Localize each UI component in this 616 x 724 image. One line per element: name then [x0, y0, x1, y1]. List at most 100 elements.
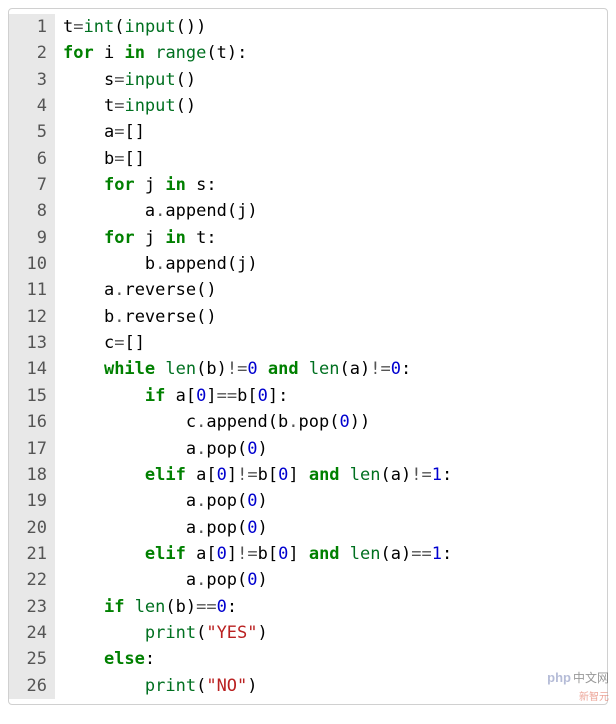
code-content: while len(b)!=0 and len(a)!=0: — [55, 356, 411, 382]
line-number: 6 — [9, 146, 55, 172]
token-paren: [ — [124, 149, 134, 169]
token-paren: ( — [329, 412, 339, 432]
token-name: a — [186, 570, 196, 590]
token-op: != — [227, 359, 247, 379]
token-op: . — [196, 412, 206, 432]
token-paren: ) — [247, 676, 257, 696]
line-number: 11 — [9, 277, 55, 303]
code-line: 5 a=[] — [9, 119, 607, 145]
line-number: 5 — [9, 119, 55, 145]
code-editor: 1t=int(input())2for i in range(t):3 s=in… — [8, 8, 608, 705]
token-paren: ( — [176, 70, 186, 90]
token-name: b — [278, 412, 288, 432]
code-line: 1t=int(input()) — [9, 14, 607, 40]
token-punct: : — [442, 544, 452, 564]
token-kw: elif — [145, 544, 186, 564]
token-paren: ( — [227, 201, 237, 221]
code-line: 17 a.pop(0) — [9, 436, 607, 462]
token-str: "NO" — [206, 676, 247, 696]
token-name: append — [206, 412, 267, 432]
token-op: = — [114, 149, 124, 169]
token-name: b — [258, 465, 268, 485]
line-number: 13 — [9, 330, 55, 356]
token-paren: ) — [258, 518, 268, 538]
code-content: c=[] — [55, 330, 145, 356]
token-name: t — [104, 96, 114, 116]
token-paren: ] — [288, 465, 298, 485]
token-name: a — [391, 465, 401, 485]
token-punct: : — [206, 228, 216, 248]
token-name: t — [63, 17, 73, 37]
token-kw: for — [104, 175, 135, 195]
line-number: 9 — [9, 225, 55, 251]
token-kw: and — [268, 359, 299, 379]
code-line: 10 b.append(j) — [9, 251, 607, 277]
token-paren: [ — [268, 544, 278, 564]
code-line: 16 c.append(b.pop(0)) — [9, 409, 607, 435]
token-op: . — [196, 491, 206, 511]
code-line: 13 c=[] — [9, 330, 607, 356]
token-paren: ( — [237, 570, 247, 590]
code-line: 7 for j in s: — [9, 172, 607, 198]
token-op: != — [237, 544, 257, 564]
token-paren: [ — [247, 386, 257, 406]
token-builtin: range — [155, 43, 206, 63]
token-builtin: input — [124, 96, 175, 116]
line-number: 1 — [9, 14, 55, 40]
token-paren: ) — [350, 412, 360, 432]
token-paren: ) — [258, 491, 268, 511]
token-paren: ) — [401, 465, 411, 485]
token-paren: ( — [381, 544, 391, 564]
code-content: b.reverse() — [55, 304, 217, 330]
line-number: 10 — [9, 251, 55, 277]
token-num: 0 — [217, 465, 227, 485]
code-line: 24 print("YES") — [9, 620, 607, 646]
token-paren: ] — [206, 386, 216, 406]
token-op: . — [196, 518, 206, 538]
token-name: reverse — [124, 280, 196, 300]
token-op: . — [196, 439, 206, 459]
token-num: 0 — [217, 597, 227, 617]
code-line: 9 for j in t: — [9, 225, 607, 251]
code-line: 18 elif a[0]!=b[0] and len(a)!=1: — [9, 462, 607, 488]
token-name: a — [391, 544, 401, 564]
token-op: . — [155, 254, 165, 274]
token-name: b — [206, 359, 216, 379]
token-paren: [ — [206, 465, 216, 485]
code-content: a.pop(0) — [55, 436, 268, 462]
token-kw: and — [309, 544, 340, 564]
token-paren: ] — [135, 149, 145, 169]
line-number: 22 — [9, 567, 55, 593]
code-line: 4 t=input() — [9, 93, 607, 119]
line-number: 20 — [9, 515, 55, 541]
token-paren: ( — [206, 43, 216, 63]
token-builtin: len — [135, 597, 166, 617]
code-content: t=int(input()) — [55, 14, 206, 40]
line-number: 8 — [9, 198, 55, 224]
token-name: j — [145, 228, 155, 248]
token-name: a — [350, 359, 360, 379]
token-builtin: input — [124, 70, 175, 90]
token-num: 0 — [247, 570, 257, 590]
token-paren: ) — [186, 70, 196, 90]
token-num: 0 — [278, 544, 288, 564]
code-content: for j in s: — [55, 172, 217, 198]
token-paren: [ — [124, 122, 134, 142]
token-name: b — [176, 597, 186, 617]
token-kw: if — [104, 597, 124, 617]
token-paren: ) — [227, 43, 237, 63]
token-paren: ) — [196, 17, 206, 37]
token-paren: ) — [360, 359, 370, 379]
token-name: a — [186, 491, 196, 511]
token-op: . — [114, 307, 124, 327]
token-name: b — [258, 544, 268, 564]
token-paren: ( — [114, 17, 124, 37]
line-number: 14 — [9, 356, 55, 382]
token-op: . — [288, 412, 298, 432]
token-num: 0 — [278, 465, 288, 485]
code-content: if a[0]==b[0]: — [55, 383, 288, 409]
token-name: append — [165, 201, 226, 221]
token-paren: ( — [237, 518, 247, 538]
token-num: 1 — [432, 465, 442, 485]
token-num: 0 — [217, 544, 227, 564]
